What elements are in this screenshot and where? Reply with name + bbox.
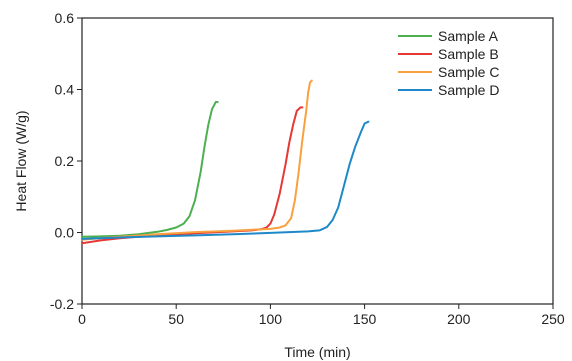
x-axis-label: Time (min) [284,344,350,360]
axes: 0 50 100 150 200 250 -0.2 0.0 0.2 0.4 0.6 [50,10,565,327]
series-line-sample-c [81,79,313,241]
x-tick-label: 200 [447,311,471,327]
x-tick-label: 150 [353,311,377,327]
legend: Sample A Sample B Sample C Sample D [398,28,499,98]
x-tick-label: 50 [168,311,184,327]
x-tick-label: 0 [78,311,86,327]
y-tick-label: 0.2 [55,153,75,169]
legend-label: Sample A [438,28,499,44]
y-tick-label: 0.0 [55,225,75,241]
series-layer [81,79,370,245]
series-line-sample-b [81,106,304,245]
x-tick-label: 100 [259,311,283,327]
y-tick-label: 0.4 [55,82,75,98]
series-line-sample-a [81,101,219,238]
y-tick-label: -0.2 [50,296,74,312]
y-tick-label: 0.6 [55,10,75,26]
legend-label: Sample B [438,46,499,62]
series-line-sample-d [81,120,370,240]
legend-label: Sample C [438,64,499,80]
legend-label: Sample D [438,82,499,98]
x-tick-label: 250 [541,311,565,327]
y-axis-label: Heat Flow (W/g) [13,110,29,211]
